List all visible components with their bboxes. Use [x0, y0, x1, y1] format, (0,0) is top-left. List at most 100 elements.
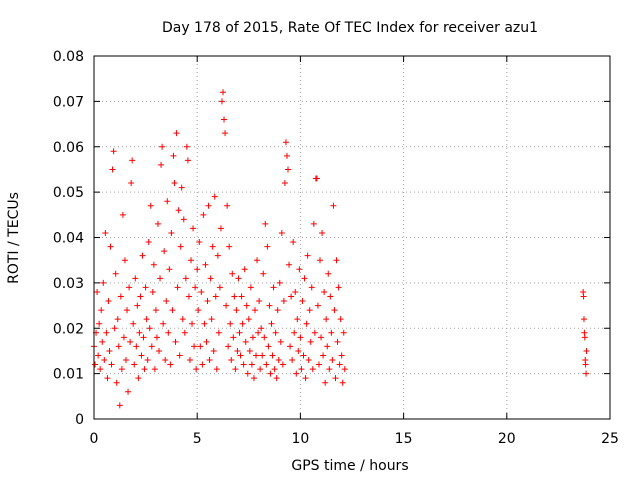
data-point: [250, 375, 257, 382]
data-point: [226, 243, 233, 250]
y-tick-label: 0.02: [53, 321, 84, 337]
data-point: [183, 143, 190, 150]
data-point: [163, 298, 170, 305]
data-point: [339, 379, 346, 386]
data-point: [205, 202, 212, 209]
data-point: [136, 329, 143, 336]
data-point: [326, 366, 333, 373]
data-point: [256, 298, 263, 305]
data-point: [322, 379, 329, 386]
data-point: [260, 270, 267, 277]
plot-frame: [93, 55, 611, 420]
data-point: [257, 366, 264, 373]
data-point: [317, 257, 324, 264]
axis-ticks: 0 5 10 15 20 25 0 0.01 0.02 0.03 0.04 0.05 0.06 0.07 0…: [53, 49, 619, 447]
data-point: [239, 320, 246, 327]
data-point: [150, 261, 157, 268]
x-tick-label: 15: [395, 431, 413, 447]
data-point: [297, 334, 304, 341]
data-point: [227, 320, 234, 327]
x-axis-label: GPS time / hours: [291, 458, 408, 474]
data-point: [311, 329, 318, 336]
data-point: [149, 288, 156, 295]
data-point: [103, 329, 110, 336]
data-point: [134, 302, 141, 309]
data-point: [335, 284, 342, 291]
data-point: [340, 329, 347, 336]
data-point: [331, 307, 338, 314]
data-point: [179, 316, 186, 323]
data-point: [115, 343, 122, 350]
data-point: [274, 307, 281, 314]
data-point: [306, 307, 313, 314]
data-point: [582, 361, 589, 368]
data-point: [290, 239, 297, 246]
data-point: [301, 275, 308, 282]
data-point: [178, 184, 185, 191]
data-point: [324, 343, 331, 350]
data-point: [170, 152, 177, 159]
data-point: [151, 366, 158, 373]
data-point: [332, 375, 339, 382]
data-point: [211, 193, 218, 200]
data-point: [146, 325, 153, 332]
data-point: [214, 252, 221, 259]
data-point: [189, 320, 196, 327]
data-point: [171, 180, 178, 187]
data-point: [184, 157, 191, 164]
data-point: [119, 211, 126, 218]
data-point: [292, 288, 299, 295]
y-tick-label: 0: [75, 412, 84, 428]
data-point: [279, 361, 286, 368]
data-point: [248, 361, 255, 368]
data-point: [224, 202, 231, 209]
data-point: [166, 266, 173, 273]
data-point: [291, 329, 298, 336]
data-point: [323, 316, 330, 323]
data-point: [138, 352, 145, 359]
data-point: [213, 366, 220, 373]
data-point: [102, 229, 109, 236]
data-point: [200, 211, 207, 218]
data-point: [111, 325, 118, 332]
data-point: [133, 343, 140, 350]
data-point: [267, 370, 274, 377]
data-point: [198, 288, 205, 295]
data-point: [157, 275, 164, 282]
data-point: [255, 329, 262, 336]
data-point: [160, 320, 167, 327]
data-point: [162, 357, 169, 364]
data-point: [231, 293, 238, 300]
data-point: [112, 270, 119, 277]
data-point: [289, 357, 296, 364]
data-point: [241, 266, 248, 273]
data-point: [285, 166, 292, 173]
data-point: [197, 343, 204, 350]
data-point: [118, 366, 125, 373]
data-point: [145, 239, 152, 246]
data-point: [273, 375, 280, 382]
data-point: [272, 329, 279, 336]
data-point: [109, 166, 116, 173]
data-point: [182, 275, 189, 282]
data-point: [104, 375, 111, 382]
y-tick-label: 0.07: [53, 94, 84, 110]
data-point: [240, 361, 247, 368]
data-point: [243, 302, 250, 309]
data-point: [315, 361, 322, 368]
data-point: [194, 266, 201, 273]
data-point: [258, 325, 265, 332]
data-point: [168, 229, 175, 236]
data-point: [154, 220, 161, 227]
data-point: [296, 266, 303, 273]
data-point: [144, 357, 151, 364]
data-point: [190, 225, 197, 232]
data-point: [95, 352, 102, 359]
data-point: [308, 284, 315, 291]
data-point: [188, 257, 195, 264]
data-point: [152, 307, 159, 314]
data-point: [300, 352, 307, 359]
data-point: [259, 352, 266, 359]
data-point: [303, 320, 310, 327]
data-point: [193, 366, 200, 373]
